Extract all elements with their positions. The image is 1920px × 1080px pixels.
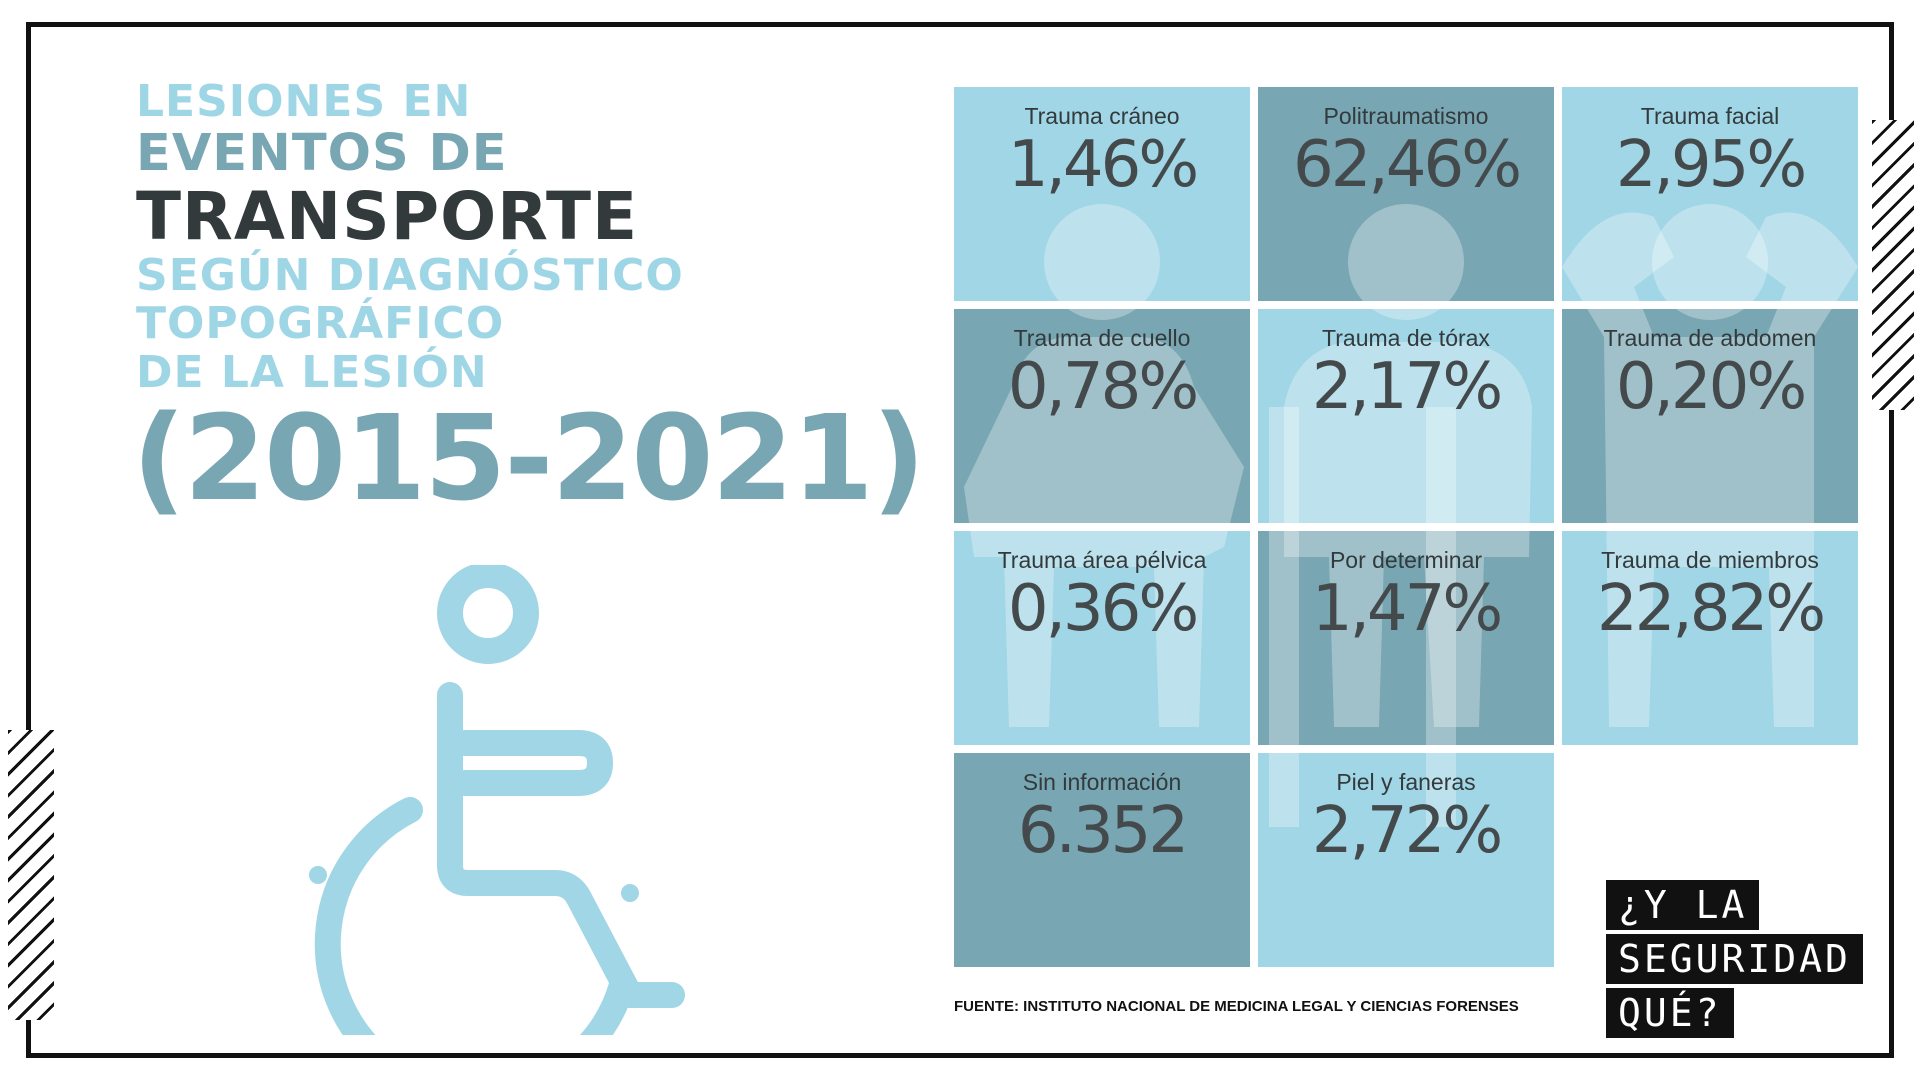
headline-line-6: de la lesión (136, 346, 488, 398)
tile-label: Trauma área pélvica (997, 547, 1207, 573)
tile-label: Trauma cráneo (1024, 103, 1180, 129)
headline: Lesiones en Eventos de Transporte Según … (132, 76, 926, 521)
tile-label: Trauma de tórax (1322, 325, 1490, 351)
tile-value: 0,36% (1007, 572, 1199, 646)
tile-trauma-cuello: Trauma de cuello 0,78% (954, 309, 1250, 523)
headline-line-2: Eventos de (136, 124, 508, 184)
tile-label: Por determinar (1329, 547, 1483, 573)
hatch-decoration-right (1872, 120, 1914, 410)
brand-line-2: SEGURIDAD (1606, 934, 1863, 984)
tile-value: 0,78% (1007, 350, 1199, 424)
tile-label: Sin información (1022, 769, 1182, 795)
tile-value: 1,46% (1007, 128, 1199, 202)
tile-trauma-miembros: Trauma de miembros 22,82% (1562, 531, 1858, 745)
tile-label: Trauma de cuello (1013, 325, 1191, 351)
tile-label: Trauma facial (1640, 103, 1780, 129)
headline-line-3: Transporte (136, 178, 639, 256)
tile-value: 1,47% (1311, 572, 1503, 646)
hatch-decoration-left (8, 730, 54, 1020)
source-note: FUENTE: INSTITUTO NACIONAL DE MEDICINA L… (954, 998, 1519, 1015)
tile-trauma-facial: Trauma facial 2,95% (1562, 87, 1858, 301)
tile-value: 0,20% (1615, 350, 1807, 424)
tile-politraumatismo: Politraumatismo 62,46% (1258, 87, 1554, 301)
tile-sin-informacion: Sin información 6.352 (954, 753, 1250, 967)
tile-label: Politraumatismo (1323, 103, 1489, 129)
wheelchair-icon (309, 565, 685, 1035)
tile-label: Trauma de miembros (1601, 547, 1819, 573)
tile-trauma-craneo: Trauma cráneo 1,46% (954, 87, 1250, 301)
tile-label: Trauma de abdomen (1603, 325, 1817, 351)
frame-border (26, 22, 1894, 1058)
brand-line-1: ¿Y LA (1606, 880, 1760, 930)
headline-line-4: Según diagnóstico (136, 249, 684, 301)
tile-trauma-area-pelvica: Trauma área pélvica 0,36% (954, 531, 1250, 745)
tile-value: 2,17% (1311, 350, 1503, 424)
tile-trauma-torax: Trauma de tórax 2,17% (1258, 309, 1554, 523)
tile-piel-faneras: Piel y faneras 2,72% (1258, 753, 1554, 967)
tile-value: 62,46% (1292, 128, 1522, 202)
headline-years: (2015-2021) (132, 388, 926, 527)
tile-trauma-abdomen: Trauma de abdomen 0,20% (1562, 309, 1858, 523)
brand-logo: ¿Y LA SEGURIDAD QUÉ? (1606, 880, 1863, 1042)
tile-value: 6.352 (1017, 794, 1189, 868)
tile-value: 2,95% (1615, 128, 1807, 202)
tile-por-determinar: Por determinar 1,47% (1258, 531, 1554, 745)
headline-line-1: Lesiones en (136, 76, 472, 127)
headline-line-5: topográfico (136, 298, 505, 350)
tile-value: 22,82% (1596, 572, 1826, 646)
tile-label: Piel y faneras (1336, 769, 1476, 795)
brand-line-3: QUÉ? (1606, 988, 1734, 1038)
injury-grid: Trauma cráneo 1,46% Politraumatismo 62,4… (954, 87, 1862, 971)
tile-value: 2,72% (1311, 794, 1503, 868)
